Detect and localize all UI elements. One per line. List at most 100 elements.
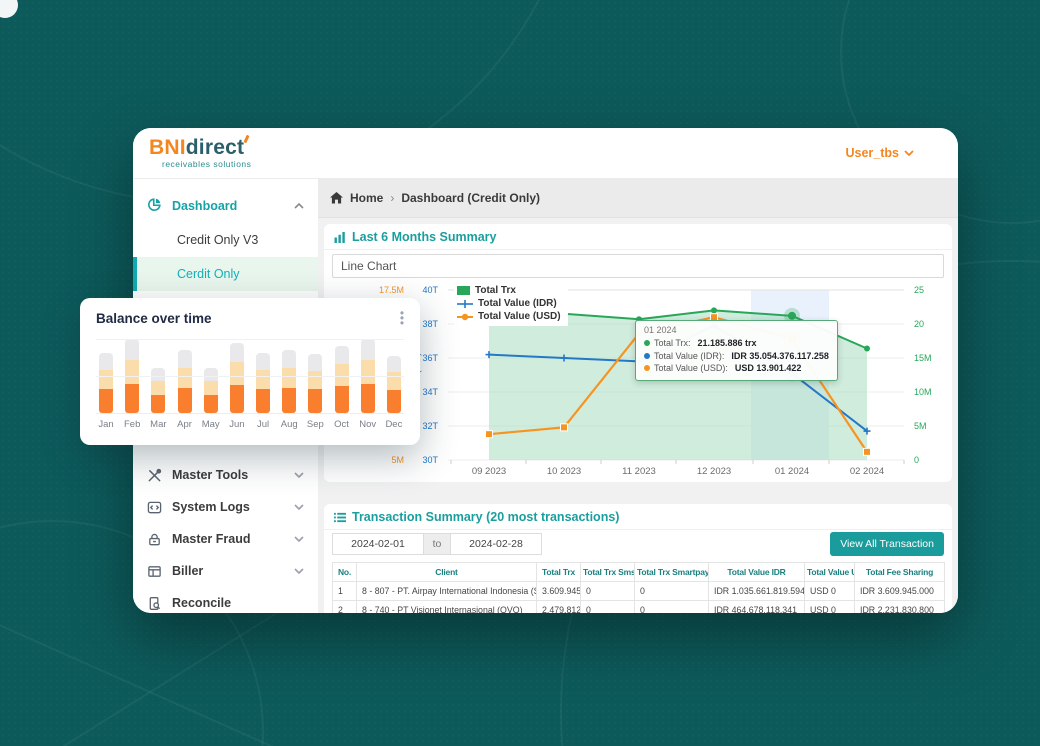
legend-label: Total Value (IDR) — [478, 298, 557, 309]
logo-accent-mark — [243, 134, 250, 144]
breadcrumb-home[interactable]: Home — [350, 191, 384, 205]
sidebar-item-reconcile[interactable]: Reconcile — [133, 587, 318, 613]
sidebar-item-label: Biller — [172, 564, 204, 578]
sidebar-dashboard-label: Dashboard — [172, 199, 238, 213]
seg-peach — [282, 367, 297, 389]
logo-text-primary: BNI — [149, 136, 186, 159]
balance-bars-labels: Jan Feb Mar Apr May Jun Jul Aug Sep Oct Nov Dec — [96, 419, 404, 430]
balance-bar-aug[interactable] — [279, 350, 299, 413]
transactions-card: Transaction Summary (20 most transaction… — [324, 504, 952, 613]
idr-axis-tick: 40T — [422, 285, 438, 295]
tooltip-label: Total Value (USD): — [654, 363, 728, 373]
sidebar-item-label: System Logs — [172, 500, 250, 514]
balance-bar-dec[interactable] — [384, 355, 404, 413]
bar-month-label: Jan — [98, 419, 114, 430]
balance-bar-feb[interactable] — [122, 338, 142, 413]
table-cell: 0 — [580, 581, 635, 601]
sidebar-item-master-fraud[interactable]: Master Fraud — [133, 523, 318, 555]
home-icon — [330, 192, 343, 204]
breadcrumb-current: Dashboard (Credit Only) — [401, 191, 541, 205]
seg-orange — [256, 389, 271, 413]
balance-bar-may[interactable] — [201, 367, 221, 413]
balance-bar-nov[interactable] — [358, 338, 378, 413]
window-icon — [147, 564, 162, 579]
bar-month-label: Jul — [256, 419, 270, 430]
balance-bar-mar[interactable] — [148, 367, 168, 413]
column-header-total-trx: Total Trx — [536, 562, 581, 582]
tab-line-chart[interactable]: Line Chart — [332, 254, 944, 278]
chevron-down-icon — [294, 536, 304, 542]
table-cell: 8 - 807 - PT. Airpay International Indon… — [356, 581, 537, 601]
balance-bar-oct[interactable] — [332, 345, 352, 413]
trx-axis-tick: 0 — [914, 455, 919, 465]
kebab-menu-icon[interactable]: • • • — [399, 306, 405, 330]
date-range-picker: 2024-02-01 to 2024-02-28 — [332, 533, 542, 555]
seg-orange — [360, 383, 375, 413]
logo-tagline: receivables solutions — [162, 159, 252, 169]
sidebar-item-credit-only-v3[interactable]: Credit Only V3 — [177, 233, 259, 247]
tooltip-value: 21.185.886 trx — [697, 338, 757, 348]
column-header-total-fee-sharing: Total Fee Sharing — [854, 562, 945, 582]
line-chart-svg[interactable]: 17.5M15M12.5M10M7.5M5M40T38T36T34T32T30T… — [332, 282, 944, 482]
balance-bar-jul[interactable] — [253, 353, 273, 413]
bar-month-label: May — [201, 419, 220, 430]
seg-gray — [229, 343, 244, 363]
seg-gray — [99, 353, 113, 370]
column-header-no: No. — [332, 562, 357, 582]
sidebar-item-label: Master Fraud — [172, 532, 251, 546]
document-search-icon — [147, 596, 162, 611]
breadcrumb-separator: › — [390, 191, 395, 205]
table-cell: USD 0 — [804, 581, 855, 601]
seg-peach — [203, 380, 218, 395]
data-point — [863, 447, 871, 456]
balance-bar-apr[interactable] — [175, 350, 195, 413]
chevron-up-icon — [294, 203, 304, 209]
legend-item-total-value-usd[interactable]: Total Value (USD) — [457, 310, 561, 323]
seg-gray — [360, 338, 375, 360]
balance-bar-sep[interactable] — [305, 354, 325, 413]
table-cell: 8 - 740 - PT Visionet Internasional (OVO… — [356, 600, 537, 613]
legend-item-total-trx[interactable]: Total Trx — [457, 284, 561, 297]
idr-axis-tick: 36T — [422, 353, 438, 363]
legend-item-total-value-idr[interactable]: Total Value (IDR) — [457, 297, 561, 310]
tooltip-title: 01 2024 — [644, 325, 677, 335]
sidebar-item-dashboard[interactable]: Dashboard — [133, 189, 318, 223]
seg-peach — [308, 370, 323, 390]
view-all-transaction-button[interactable]: View All Transaction — [830, 532, 944, 556]
date-to-input[interactable]: 2024-02-28 — [450, 533, 542, 555]
sidebar-item-biller[interactable]: Biller — [133, 555, 318, 587]
bar-month-label: Jun — [229, 419, 245, 430]
sidebar-item-label: Master Tools — [172, 468, 249, 482]
table-cell: 2.479.812 — [536, 600, 581, 613]
table-cell: IDR 464.678.118.341 — [708, 600, 805, 613]
sidebar-item-system-logs[interactable]: System Logs — [133, 491, 318, 523]
date-from-input[interactable]: 2024-02-01 — [332, 533, 424, 555]
idr-axis-tick: 32T — [422, 421, 438, 431]
column-header-total-value-usd: Total Value USD — [804, 562, 855, 582]
user-menu[interactable]: User_tbs — [846, 146, 915, 160]
table-cell: 1 — [332, 581, 357, 601]
seg-peach — [386, 371, 401, 390]
seg-peach — [125, 359, 140, 384]
balance-bar-jun[interactable] — [227, 343, 247, 413]
balance-bar-jan[interactable] — [96, 353, 116, 413]
tooltip-row: Total Trx: 21.185.886 trx — [644, 337, 829, 350]
tooltip-row: Total Value (USD): USD 13.901.422 — [644, 362, 829, 375]
bar-month-label: Apr — [177, 419, 192, 430]
chevron-down-icon — [294, 568, 304, 574]
x-axis-label: 12 2023 — [697, 466, 731, 477]
sidebar-item-cerdit-only[interactable]: Cerdit Only — [133, 257, 318, 291]
x-axis-label: 02 2024 — [850, 466, 884, 477]
table-cell: 0 — [634, 600, 709, 613]
tooltip-value: USD 13.901.422 — [734, 363, 802, 373]
main-content: Home › Dashboard (Credit Only) Last 6 Mo… — [318, 179, 958, 613]
bar-month-label: Nov — [359, 419, 377, 430]
data-point — [560, 423, 568, 432]
column-header-total-value-idr: Total Value IDR — [708, 562, 805, 582]
sidebar-item-master-tools[interactable]: Master Tools — [133, 459, 318, 491]
trx-axis-tick: 20 — [914, 319, 924, 329]
bni-direct-logo: BNI direct receivables solutions — [149, 134, 252, 169]
date-range-to-label: to — [424, 533, 450, 555]
